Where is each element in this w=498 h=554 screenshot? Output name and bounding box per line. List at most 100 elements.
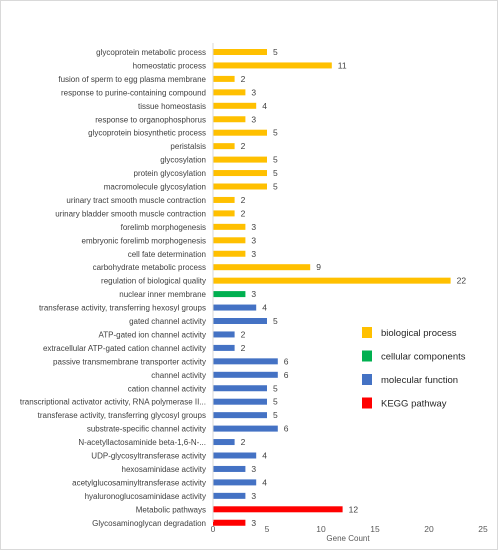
bar	[213, 210, 235, 217]
category-label: Metabolic pathways	[136, 505, 206, 514]
legend-label-bp: biological process	[381, 328, 457, 339]
bar-value-label: 3	[251, 235, 256, 245]
category-label: protein glycosylation	[134, 169, 206, 178]
bar-value-label: 2	[241, 437, 246, 447]
x-tick-labels: 0 5 10 15 20 25	[211, 524, 488, 534]
category-label: fusion of sperm to egg plasma membrane	[58, 75, 206, 84]
category-label: transferase activity, transferring hexos…	[39, 304, 206, 313]
bar	[213, 223, 246, 230]
bar	[213, 196, 235, 203]
bar	[213, 344, 235, 351]
bar	[213, 264, 311, 271]
bar	[213, 492, 246, 499]
category-label: glycoprotein biosynthetic process	[88, 129, 206, 138]
bar	[213, 116, 246, 123]
bar	[213, 277, 451, 284]
category-label: hyaluronoglucosaminidase activity	[85, 492, 206, 501]
category-label: regulation of biological quality	[101, 277, 206, 286]
bar-value-label: 6	[284, 356, 289, 366]
category-label: cation channel activity	[128, 384, 206, 393]
category-label: tissue homeostasis	[138, 102, 206, 111]
category-label: homeostatic process	[133, 61, 206, 70]
x-tick-label: 10	[316, 524, 326, 534]
category-label: macromolecule glycosylation	[104, 183, 206, 192]
bar-value-label: 4	[262, 101, 267, 111]
bar-value-label: 3	[251, 464, 256, 474]
category-label: carbohydrate metabolic process	[93, 263, 206, 272]
bar-value-label: 5	[273, 182, 278, 192]
category-label: substrate-specific channel activity	[87, 425, 206, 434]
category-label: Glycosaminoglycan degradation	[92, 519, 206, 528]
bar-value-label: 2	[241, 195, 246, 205]
bar	[213, 398, 267, 405]
category-label: acetylglucosaminyltransferase activity	[72, 478, 206, 487]
category-labels: glycoprotein metabolic process homeostati…	[20, 48, 207, 528]
category-label: response to organophosphorus	[95, 115, 206, 124]
bar	[213, 358, 278, 365]
category-label: hexosaminidase activity	[122, 465, 206, 474]
bar	[213, 371, 278, 378]
bar	[213, 385, 267, 392]
category-label: transferase activity, transferring glyco…	[38, 411, 206, 420]
bar-value-label: 5	[273, 128, 278, 138]
category-label: passive transmembrane transporter activi…	[53, 357, 206, 366]
bar-value-label: 2	[241, 141, 246, 151]
bar-value-label: 4	[262, 477, 267, 487]
bar	[213, 102, 257, 109]
category-label: extracellular ATP-gated cation channel a…	[43, 344, 206, 353]
bar-value-label: 3	[251, 87, 256, 97]
bar-value-label: 4	[262, 303, 267, 313]
bar	[213, 143, 235, 150]
bar-value-label: 6	[284, 370, 289, 380]
x-tick-label: 15	[370, 524, 380, 534]
bar	[213, 506, 343, 513]
x-tick-label: 25	[478, 524, 488, 534]
bar-value-label: 22	[457, 276, 467, 286]
bar	[213, 479, 257, 486]
bar-value-label: 4	[262, 451, 267, 461]
bar-value-label: 3	[251, 491, 256, 501]
legend-swatch-cc	[362, 350, 372, 362]
category-label: response to purine-containing compound	[61, 88, 206, 97]
category-label: peristalsis	[170, 142, 206, 151]
x-tick-label: 5	[265, 524, 270, 534]
bar	[213, 304, 257, 311]
bar-value-label: 2	[241, 208, 246, 218]
bar	[213, 129, 267, 136]
bar-value-label: 2	[241, 343, 246, 353]
bar-value-label: 5	[273, 47, 278, 57]
bar-value-label: 12	[349, 504, 359, 514]
bar	[213, 465, 246, 472]
bar	[213, 49, 267, 55]
category-label: forelimb morphogenesis	[121, 223, 206, 232]
bar	[213, 62, 332, 69]
bar-value-label: 9	[316, 262, 321, 272]
legend-label-cc: cellular components	[381, 352, 466, 363]
bar	[213, 183, 267, 190]
bar-value-label: 3	[251, 249, 256, 259]
bar	[213, 237, 246, 244]
bar-value-label: 11	[338, 60, 347, 70]
bars	[213, 49, 451, 526]
bar-value-label: 3	[251, 289, 256, 299]
bar	[213, 156, 267, 163]
x-tick-label: 20	[424, 524, 434, 534]
category-label: nuclear inner membrane	[119, 290, 206, 299]
bar-value-label: 3	[251, 518, 256, 528]
bar-value-label: 5	[273, 410, 278, 420]
bar	[213, 519, 246, 526]
category-label: channel activity	[151, 371, 206, 380]
category-label: ATP-gated ion channel activity	[99, 330, 206, 339]
bar	[213, 318, 267, 324]
bar-value-label: 5	[273, 168, 278, 178]
legend-label-mf: molecular function	[381, 375, 458, 386]
bar-value-label: 3	[251, 222, 256, 232]
x-tick-label: 0	[211, 524, 216, 534]
bar	[213, 89, 246, 96]
legend-swatch-mf	[362, 374, 372, 385]
legend-label-kegg: KEGG pathway	[381, 399, 447, 410]
x-axis-title: Gene Count	[326, 534, 370, 543]
